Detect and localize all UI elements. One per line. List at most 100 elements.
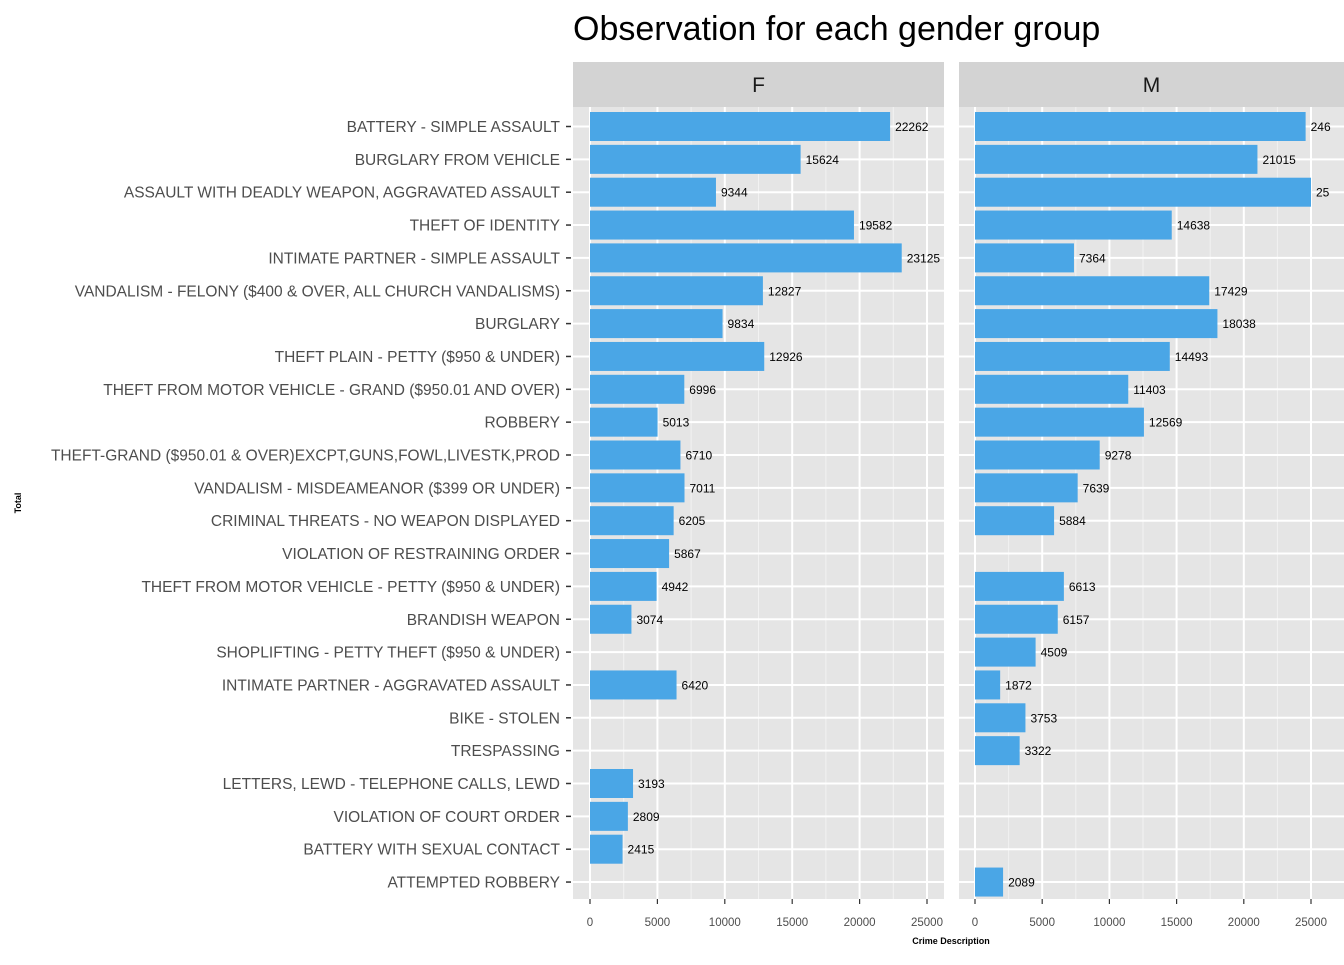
facet-strip-label: F (752, 74, 765, 97)
bar-value-label: 6710 (685, 449, 712, 463)
bar-value-label: 6996 (689, 383, 716, 397)
category-label: BATTERY - SIMPLE ASSAULT (347, 119, 561, 136)
bar (975, 374, 1129, 404)
x-tick-label: 5000 (1029, 917, 1055, 929)
bar-value-label: 2415 (628, 843, 655, 857)
bar-value-label: 9344 (721, 186, 748, 200)
bar (590, 440, 681, 470)
panel-plot-area: 22262 15624 9344 19582 23125 12827 9834 12926 69… (573, 107, 944, 899)
bar (975, 670, 1001, 700)
bar (590, 670, 677, 700)
bar-value-label: 4942 (662, 580, 689, 594)
category-label: THEFT PLAIN - PETTY ($950 & UNDER) (275, 349, 560, 366)
category-label: BRANDISH WEAPON (407, 612, 560, 629)
bar (590, 309, 723, 339)
bar-value-label: 18038 (1222, 317, 1256, 331)
category-label: SHOPLIFTING - PETTY THEFT ($950 & UNDER) (216, 645, 560, 662)
bar (590, 243, 902, 273)
bar (975, 276, 1210, 306)
bar-value-label: 15624 (806, 153, 840, 167)
bar-value-label: 3322 (1025, 744, 1052, 758)
bar (975, 571, 1064, 601)
bar (975, 867, 1004, 897)
bar (590, 801, 628, 831)
bar (590, 407, 658, 437)
bar-value-label: 3074 (636, 613, 663, 627)
category-label: CRIMINAL THREATS - NO WEAPON DISPLAYED (211, 513, 560, 530)
bar (975, 309, 1218, 339)
bar-value-label: 7364 (1079, 251, 1106, 265)
category-label: BURGLARY (475, 316, 560, 333)
x-tick-label: 20000 (1228, 917, 1260, 929)
category-label: THEFT FROM MOTOR VEHICLE - PETTY ($950 &… (141, 579, 560, 596)
category-label: THEFT FROM MOTOR VEHICLE - GRAND ($950.0… (103, 382, 560, 399)
facet-strip (959, 62, 1344, 107)
bar (975, 473, 1078, 503)
category-label: VANDALISM - MISDEAMEANOR ($399 OR UNDER) (194, 480, 560, 497)
bar-value-label: 7011 (690, 481, 716, 495)
bar-value-label: 11403 (1133, 383, 1166, 397)
bar (975, 341, 1170, 371)
category-label: THEFT-GRAND ($950.01 & OVER)EXCPT,GUNS,F… (51, 448, 560, 465)
category-label: THEFT OF IDENTITY (410, 218, 560, 235)
bar (590, 210, 854, 240)
x-tick-label: 0 (972, 917, 978, 929)
panel-plot-area: 246 21015 25 14638 7364 17429 18038 14493 11403 1… (959, 107, 1344, 899)
x-tick-label: 0 (587, 917, 593, 929)
bar (975, 440, 1100, 470)
bar-value-label: 21015 (1262, 153, 1296, 167)
bar (975, 144, 1258, 174)
bar (590, 341, 765, 371)
bar-value-label: 6613 (1069, 580, 1096, 594)
bar (975, 703, 1026, 733)
bar-value-label: 12569 (1149, 416, 1183, 430)
bar-value-label: 2089 (1008, 876, 1035, 890)
bar-value-label: 4509 (1041, 646, 1068, 660)
bar-value-label: 9278 (1105, 449, 1132, 463)
bar (975, 407, 1144, 437)
bar-value-label: 6157 (1063, 613, 1090, 627)
bar (975, 243, 1074, 273)
bar-value-label: 7639 (1083, 481, 1110, 495)
category-label: VIOLATION OF COURT ORDER (334, 809, 561, 826)
y-axis-title: Total (13, 493, 23, 514)
bar-value-label: 3753 (1030, 711, 1057, 725)
category-label: ROBBERY (484, 415, 560, 432)
bar-value-label: 1872 (1005, 678, 1032, 692)
bar (975, 112, 1306, 141)
chart-title: Observation for each gender group (573, 10, 1100, 48)
bar-value-label: 246 (1311, 120, 1331, 134)
category-label: LETTERS, LEWD - TELEPHONE CALLS, LEWD (223, 776, 560, 793)
bar-value-label: 9834 (728, 317, 755, 331)
x-tick-label: 10000 (709, 917, 741, 929)
bar (590, 539, 670, 569)
bar-value-label: 2809 (633, 810, 660, 824)
facet-strip (573, 62, 944, 107)
facet-panel-1: M 246 21015 25 14638 7364 17429 18038 14493 11403… (959, 62, 1344, 929)
bar-value-label: 19582 (859, 219, 893, 233)
category-label: INTIMATE PARTNER - SIMPLE ASSAULT (268, 250, 560, 267)
category-label: ASSAULT WITH DEADLY WEAPON, AGGRAVATED A… (124, 185, 561, 202)
bar (590, 144, 801, 174)
facet-panel-0: F 22262 15624 9344 19582 23125 12827 9834 12926 6… (573, 62, 944, 929)
x-tick-label: 10000 (1093, 917, 1125, 929)
bar-value-label: 25 (1316, 186, 1330, 200)
x-tick-label: 25000 (1295, 917, 1327, 929)
category-label: ATTEMPTED ROBBERY (387, 875, 560, 892)
category-label: VANDALISM - FELONY ($400 & OVER, ALL CHU… (75, 283, 560, 300)
x-tick-label: 15000 (776, 917, 808, 929)
x-tick-label: 25000 (911, 917, 943, 929)
bar (590, 374, 685, 404)
bar (590, 276, 763, 306)
bar (975, 604, 1058, 634)
category-label: TRESPASSING (451, 743, 560, 760)
bar-value-label: 22262 (895, 120, 929, 134)
bar-value-label: 17429 (1214, 284, 1248, 298)
bar (590, 473, 685, 503)
bar-value-label: 3193 (638, 777, 665, 791)
bar (590, 834, 623, 864)
bar-value-label: 6205 (679, 514, 706, 528)
bar (975, 210, 1172, 240)
